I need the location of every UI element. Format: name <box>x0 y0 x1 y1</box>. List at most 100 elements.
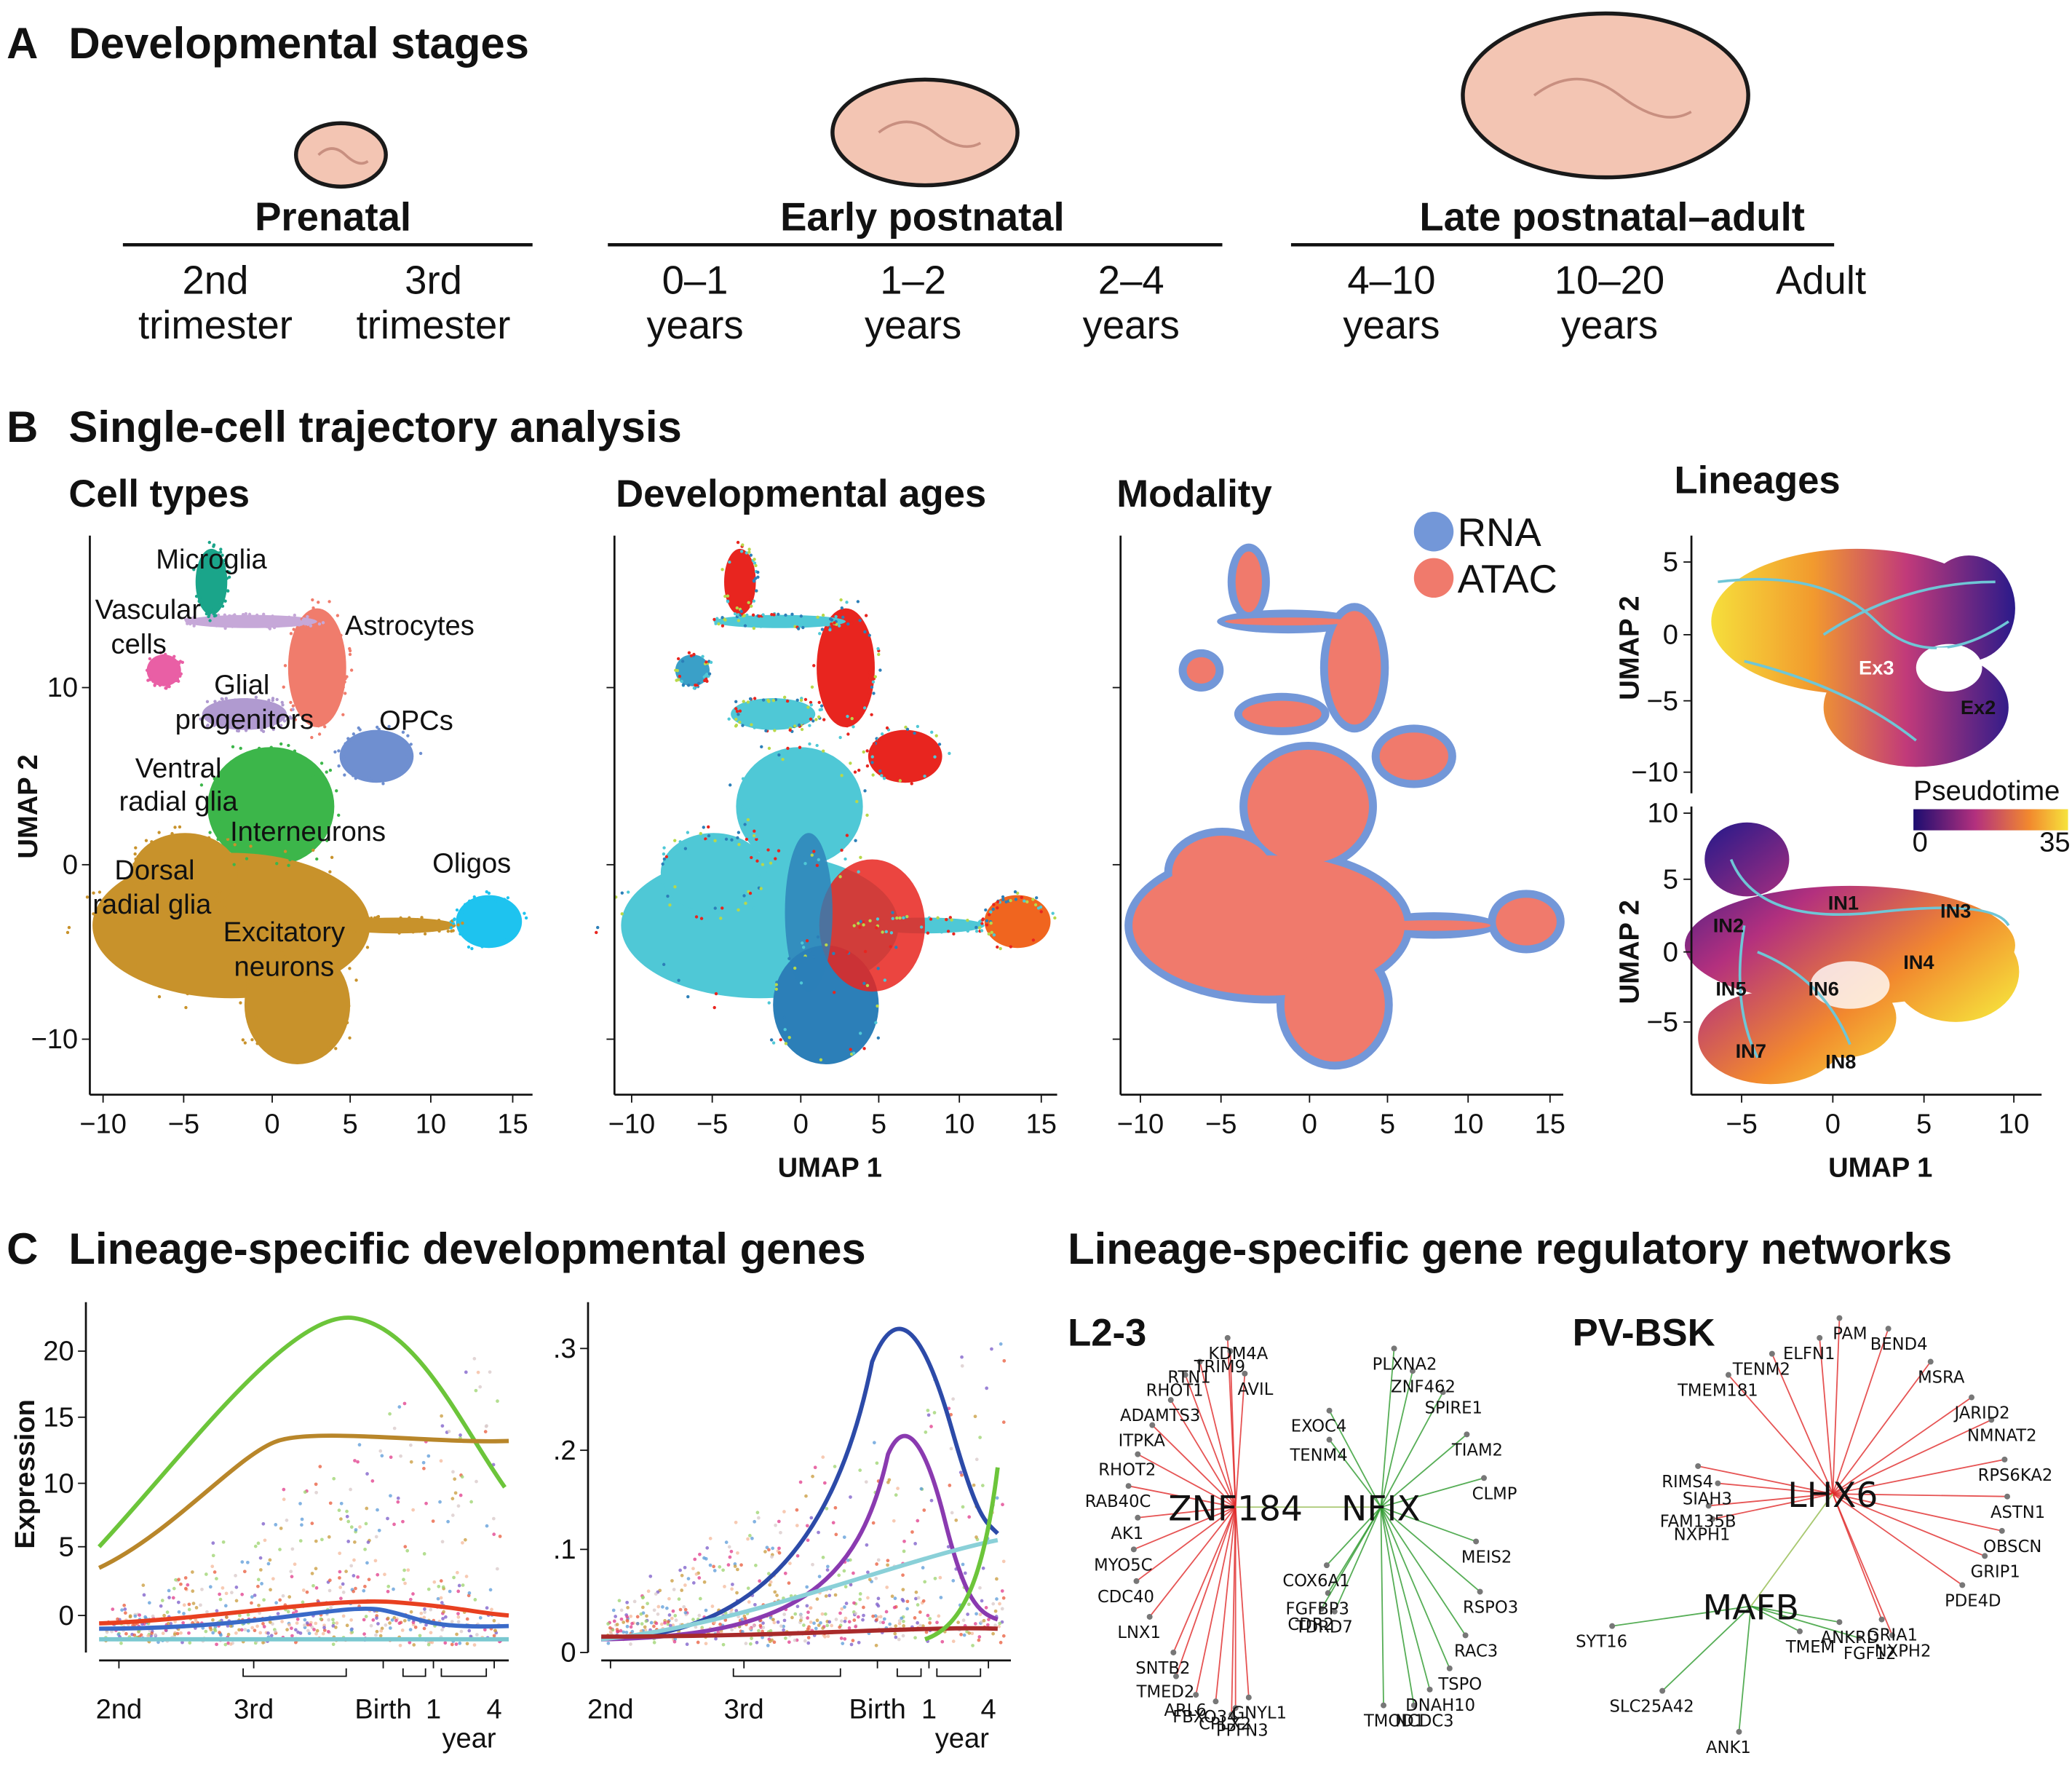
expression-dot <box>339 1501 344 1505</box>
expression-dot <box>345 1514 349 1519</box>
expression-dot <box>748 1534 752 1537</box>
age-dot <box>749 553 753 557</box>
age-dot <box>774 983 779 986</box>
cell-dot <box>164 686 167 690</box>
expression-dot <box>215 1642 218 1647</box>
cell-type-label: progenitors <box>175 704 314 735</box>
cell-dot <box>175 837 179 841</box>
expression-dot <box>408 1640 412 1645</box>
expression-dot <box>478 1385 483 1389</box>
expression-dot <box>298 1539 303 1543</box>
cell-dot <box>185 839 188 843</box>
expression-dot <box>892 1519 896 1523</box>
expression-dot <box>777 1551 782 1555</box>
expression-dot <box>467 1628 472 1633</box>
expression-dot <box>250 1626 255 1630</box>
expression-dot <box>319 1617 323 1621</box>
expression-dot <box>285 1519 289 1522</box>
lineage-label: IN5 <box>1715 978 1746 1000</box>
atac-cloud <box>1172 835 1273 910</box>
expression-dot <box>257 1603 261 1607</box>
network-edge <box>1708 1493 1833 1507</box>
expression-dot <box>973 1622 977 1626</box>
trajectory <box>1738 925 1759 1058</box>
age-cloud <box>785 833 833 992</box>
age-dot <box>756 575 760 579</box>
expression-dot <box>363 1584 367 1588</box>
network-edge <box>1137 1453 1237 1508</box>
age-dot <box>737 713 740 716</box>
expression-dot <box>977 1635 982 1639</box>
expression-dot <box>993 1609 998 1613</box>
expression-dot <box>1001 1503 1004 1507</box>
cell-dot <box>370 916 373 920</box>
x-axis-label: UMAP 1 <box>1828 1152 1932 1183</box>
expression-dot <box>815 1618 819 1623</box>
expression-dot <box>940 1639 945 1644</box>
network-node <box>1477 1588 1483 1595</box>
expression-dot <box>314 1567 318 1571</box>
expression-dot <box>714 1636 718 1641</box>
age-dot <box>898 916 902 920</box>
expression-dot <box>782 1612 787 1616</box>
cell-dot <box>352 732 356 736</box>
expression-dot <box>619 1608 624 1612</box>
age-dot <box>620 912 624 916</box>
expression-dot <box>491 1516 496 1521</box>
age-dot <box>814 718 818 721</box>
age-dot <box>781 757 785 761</box>
expression-dot <box>377 1528 381 1532</box>
network-edge <box>1833 1458 2005 1495</box>
age-dot <box>761 863 765 866</box>
expression-dot <box>876 1558 881 1562</box>
expression-dot <box>453 1491 458 1495</box>
atac-cloud <box>1235 551 1262 613</box>
expression-dot <box>958 1471 963 1474</box>
expression-dot <box>440 1424 445 1428</box>
cell-dot <box>356 930 360 933</box>
expression-dot <box>328 1501 333 1505</box>
cell-dot <box>333 981 338 985</box>
cell-dot <box>437 929 441 933</box>
gene-label: RHOT2 <box>1098 1461 1156 1480</box>
expression-dot <box>744 1642 748 1645</box>
expression-dot <box>761 1621 765 1625</box>
stage-label: 2nd <box>183 258 249 302</box>
expression-dot <box>365 1561 369 1565</box>
age-dot <box>736 540 740 545</box>
lineage-label: IN3 <box>1940 899 1971 922</box>
expression-dot <box>179 1631 183 1635</box>
expression-dot <box>294 1610 298 1613</box>
network-node <box>1170 1649 1177 1655</box>
expression-dot <box>1000 1589 1004 1593</box>
cell-dot <box>487 891 491 895</box>
trend-curve <box>99 1606 509 1631</box>
age-dot <box>868 676 872 680</box>
network-node <box>1982 1553 1988 1559</box>
age-dot <box>687 852 691 856</box>
cell-dot <box>157 995 162 999</box>
expression-dot <box>473 1598 477 1602</box>
expression-dot <box>643 1625 647 1629</box>
expression-dot <box>1002 1358 1007 1363</box>
lineage-label: IN1 <box>1828 892 1859 914</box>
stage-label: years <box>865 303 961 347</box>
expression-dot <box>721 1642 726 1647</box>
network-edge <box>1326 1506 1382 1566</box>
cell-dot <box>303 951 307 956</box>
age-dot <box>707 825 710 829</box>
lineage-label: Ex2 <box>1961 696 1996 719</box>
expression-dot <box>459 1433 462 1437</box>
cell-dot <box>341 685 345 689</box>
y-tick-label: −10 <box>31 1024 78 1055</box>
gene-label: MSRA <box>1918 1369 1965 1388</box>
expression-dot <box>998 1602 1001 1606</box>
age-dot <box>980 929 984 933</box>
expression-dot <box>246 1628 250 1633</box>
expression-dot <box>188 1641 192 1645</box>
age-dot <box>753 561 757 565</box>
cell-dot <box>191 911 196 915</box>
expression-dot <box>960 1355 964 1359</box>
cell-dot <box>423 932 427 936</box>
cell-dot <box>470 946 474 951</box>
